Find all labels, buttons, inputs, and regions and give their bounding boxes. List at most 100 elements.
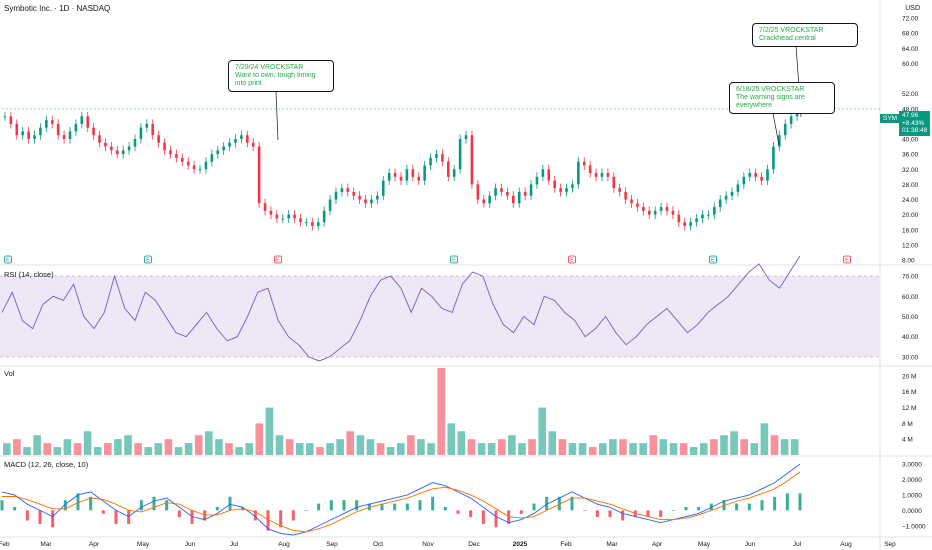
price-candle: [429, 153, 432, 171]
volume-bar: [699, 443, 708, 455]
price-candle: [571, 179, 574, 193]
price-candle: [316, 217, 320, 231]
candle-body: [718, 199, 722, 208]
price-candle: [701, 210, 704, 223]
candle-body: [600, 173, 604, 177]
price-candle: [263, 198, 267, 216]
candle-body: [263, 203, 267, 211]
price-candle: [600, 168, 604, 182]
price-candle: [683, 217, 687, 231]
candle-body: [748, 173, 752, 177]
callout-jul-2024[interactable]: 7/29/24 VROCKSTAR Want to own, tough tim…: [228, 60, 334, 92]
candle-body: [724, 195, 728, 200]
candle-body: [370, 199, 373, 204]
price-candle: [305, 217, 308, 227]
candle-body: [541, 169, 545, 177]
candle-body: [86, 116, 90, 128]
volume-bar: [497, 439, 506, 455]
rsi-tick-label-1: 40.00: [902, 334, 919, 341]
rsi-panel-title: RSI (14, close): [4, 270, 54, 279]
volume-bar: [558, 439, 567, 455]
macd-panel-title: MACD (12, 26, close, 10): [4, 460, 89, 469]
price-candle: [98, 130, 101, 148]
price-candle: [553, 176, 556, 193]
volume-bar: [790, 439, 799, 455]
macd-histogram-bar: [583, 510, 587, 511]
price-candle: [689, 217, 692, 231]
price-candle: [9, 111, 13, 129]
candle-body: [127, 146, 131, 151]
macd-histogram-bar: [494, 510, 498, 528]
macd-histogram-bar: [570, 496, 574, 511]
candle-body: [104, 142, 107, 147]
volume-bar: [144, 447, 153, 455]
price-candle: [115, 145, 119, 159]
volume-bar: [43, 443, 52, 455]
candle-body: [783, 123, 787, 136]
callout-jul-2025[interactable]: 7/2/25 VROCKSTAR Crackhead central: [752, 23, 858, 47]
candle-body: [387, 173, 391, 181]
candle-body: [659, 207, 663, 211]
price-candle: [671, 206, 675, 220]
price-candle: [653, 206, 657, 220]
callout-jun-2025[interactable]: 6/18/25 VROCKSTAR The warning signs are …: [729, 82, 835, 114]
price-candle: [169, 145, 172, 159]
price-candle: [281, 213, 285, 223]
price-candle: [222, 142, 225, 155]
candle-body: [630, 199, 633, 204]
candle-body: [299, 218, 302, 223]
price-candle: [275, 210, 279, 223]
candle-body: [139, 127, 143, 139]
candle-body: [618, 188, 622, 192]
macd-histogram-bar: [481, 510, 485, 524]
earnings-marker: [274, 255, 282, 264]
macd-histogram-bar: [405, 503, 409, 511]
volume-bar: [53, 447, 62, 455]
volume-bar: [33, 435, 41, 455]
price-candle: [512, 191, 515, 208]
price-candle: [612, 172, 616, 193]
macd-histogram-bar: [203, 510, 207, 521]
price-candle: [677, 210, 681, 227]
price-candle: [234, 134, 237, 148]
price-candle: [435, 149, 438, 163]
candle-body: [653, 210, 657, 215]
price-candle: [707, 210, 710, 220]
x-axis-label-16: Jun: [745, 541, 756, 548]
price-candle: [754, 168, 757, 182]
volume-bar: [508, 435, 516, 455]
candle-body: [571, 184, 574, 189]
earnings-marker-label: E: [276, 258, 280, 264]
macd-histogram-bar: [329, 500, 333, 511]
earnings-marker-label: E: [711, 258, 715, 264]
price-candle: [104, 138, 107, 152]
macd-histogram-bar: [507, 510, 511, 524]
volume-bar: [437, 368, 445, 455]
candle-body: [500, 188, 503, 192]
earnings-marker-label: E: [570, 258, 574, 264]
candle-body: [246, 135, 249, 143]
candle-body: [429, 157, 432, 166]
price-candle: [50, 115, 54, 129]
price-candle: [328, 194, 332, 216]
price-candle: [322, 206, 326, 227]
price-candle: [175, 149, 178, 163]
candle-body: [98, 135, 101, 143]
price-tick-label-6: 32.00: [902, 167, 919, 174]
volume-bar: [518, 443, 526, 455]
volume-bar: [417, 439, 425, 455]
price-candle: [74, 119, 78, 136]
volume-bar: [568, 443, 577, 455]
x-axis-label-3: May: [137, 541, 150, 548]
candle-body: [68, 131, 72, 139]
price-candle: [257, 142, 261, 208]
candle-body: [506, 191, 509, 196]
volume-bar: [710, 439, 718, 455]
candle-body: [417, 176, 421, 181]
x-axis-label-9: Nov: [422, 541, 434, 548]
earnings-marker-label: E: [146, 258, 150, 264]
volume-bar: [720, 435, 728, 455]
price-candle: [411, 164, 415, 182]
candle-body: [565, 188, 568, 192]
